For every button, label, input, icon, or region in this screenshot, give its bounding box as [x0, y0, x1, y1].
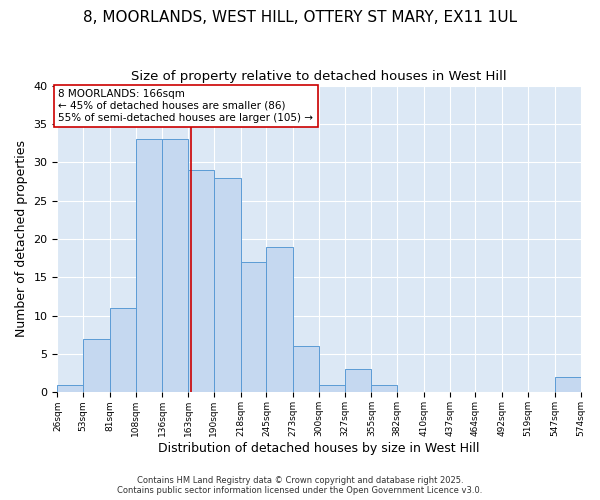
Bar: [163, 140, 188, 392]
Bar: [555, 377, 581, 392]
Bar: [214, 178, 241, 392]
Bar: [188, 170, 214, 392]
Text: Contains HM Land Registry data © Crown copyright and database right 2025.
Contai: Contains HM Land Registry data © Crown c…: [118, 476, 482, 495]
Bar: [266, 246, 293, 392]
Bar: [371, 385, 397, 392]
X-axis label: Distribution of detached houses by size in West Hill: Distribution of detached houses by size …: [158, 442, 480, 455]
Bar: [241, 262, 266, 392]
Y-axis label: Number of detached properties: Number of detached properties: [15, 140, 28, 338]
Text: 8, MOORLANDS, WEST HILL, OTTERY ST MARY, EX11 1UL: 8, MOORLANDS, WEST HILL, OTTERY ST MARY,…: [83, 10, 517, 25]
Bar: [136, 140, 163, 392]
Text: 8 MOORLANDS: 166sqm
← 45% of detached houses are smaller (86)
55% of semi-detach: 8 MOORLANDS: 166sqm ← 45% of detached ho…: [58, 90, 313, 122]
Bar: [345, 370, 371, 392]
Bar: [319, 385, 345, 392]
Bar: [110, 308, 136, 392]
Title: Size of property relative to detached houses in West Hill: Size of property relative to detached ho…: [131, 70, 507, 83]
Bar: [58, 385, 83, 392]
Bar: [293, 346, 319, 393]
Bar: [83, 338, 110, 392]
